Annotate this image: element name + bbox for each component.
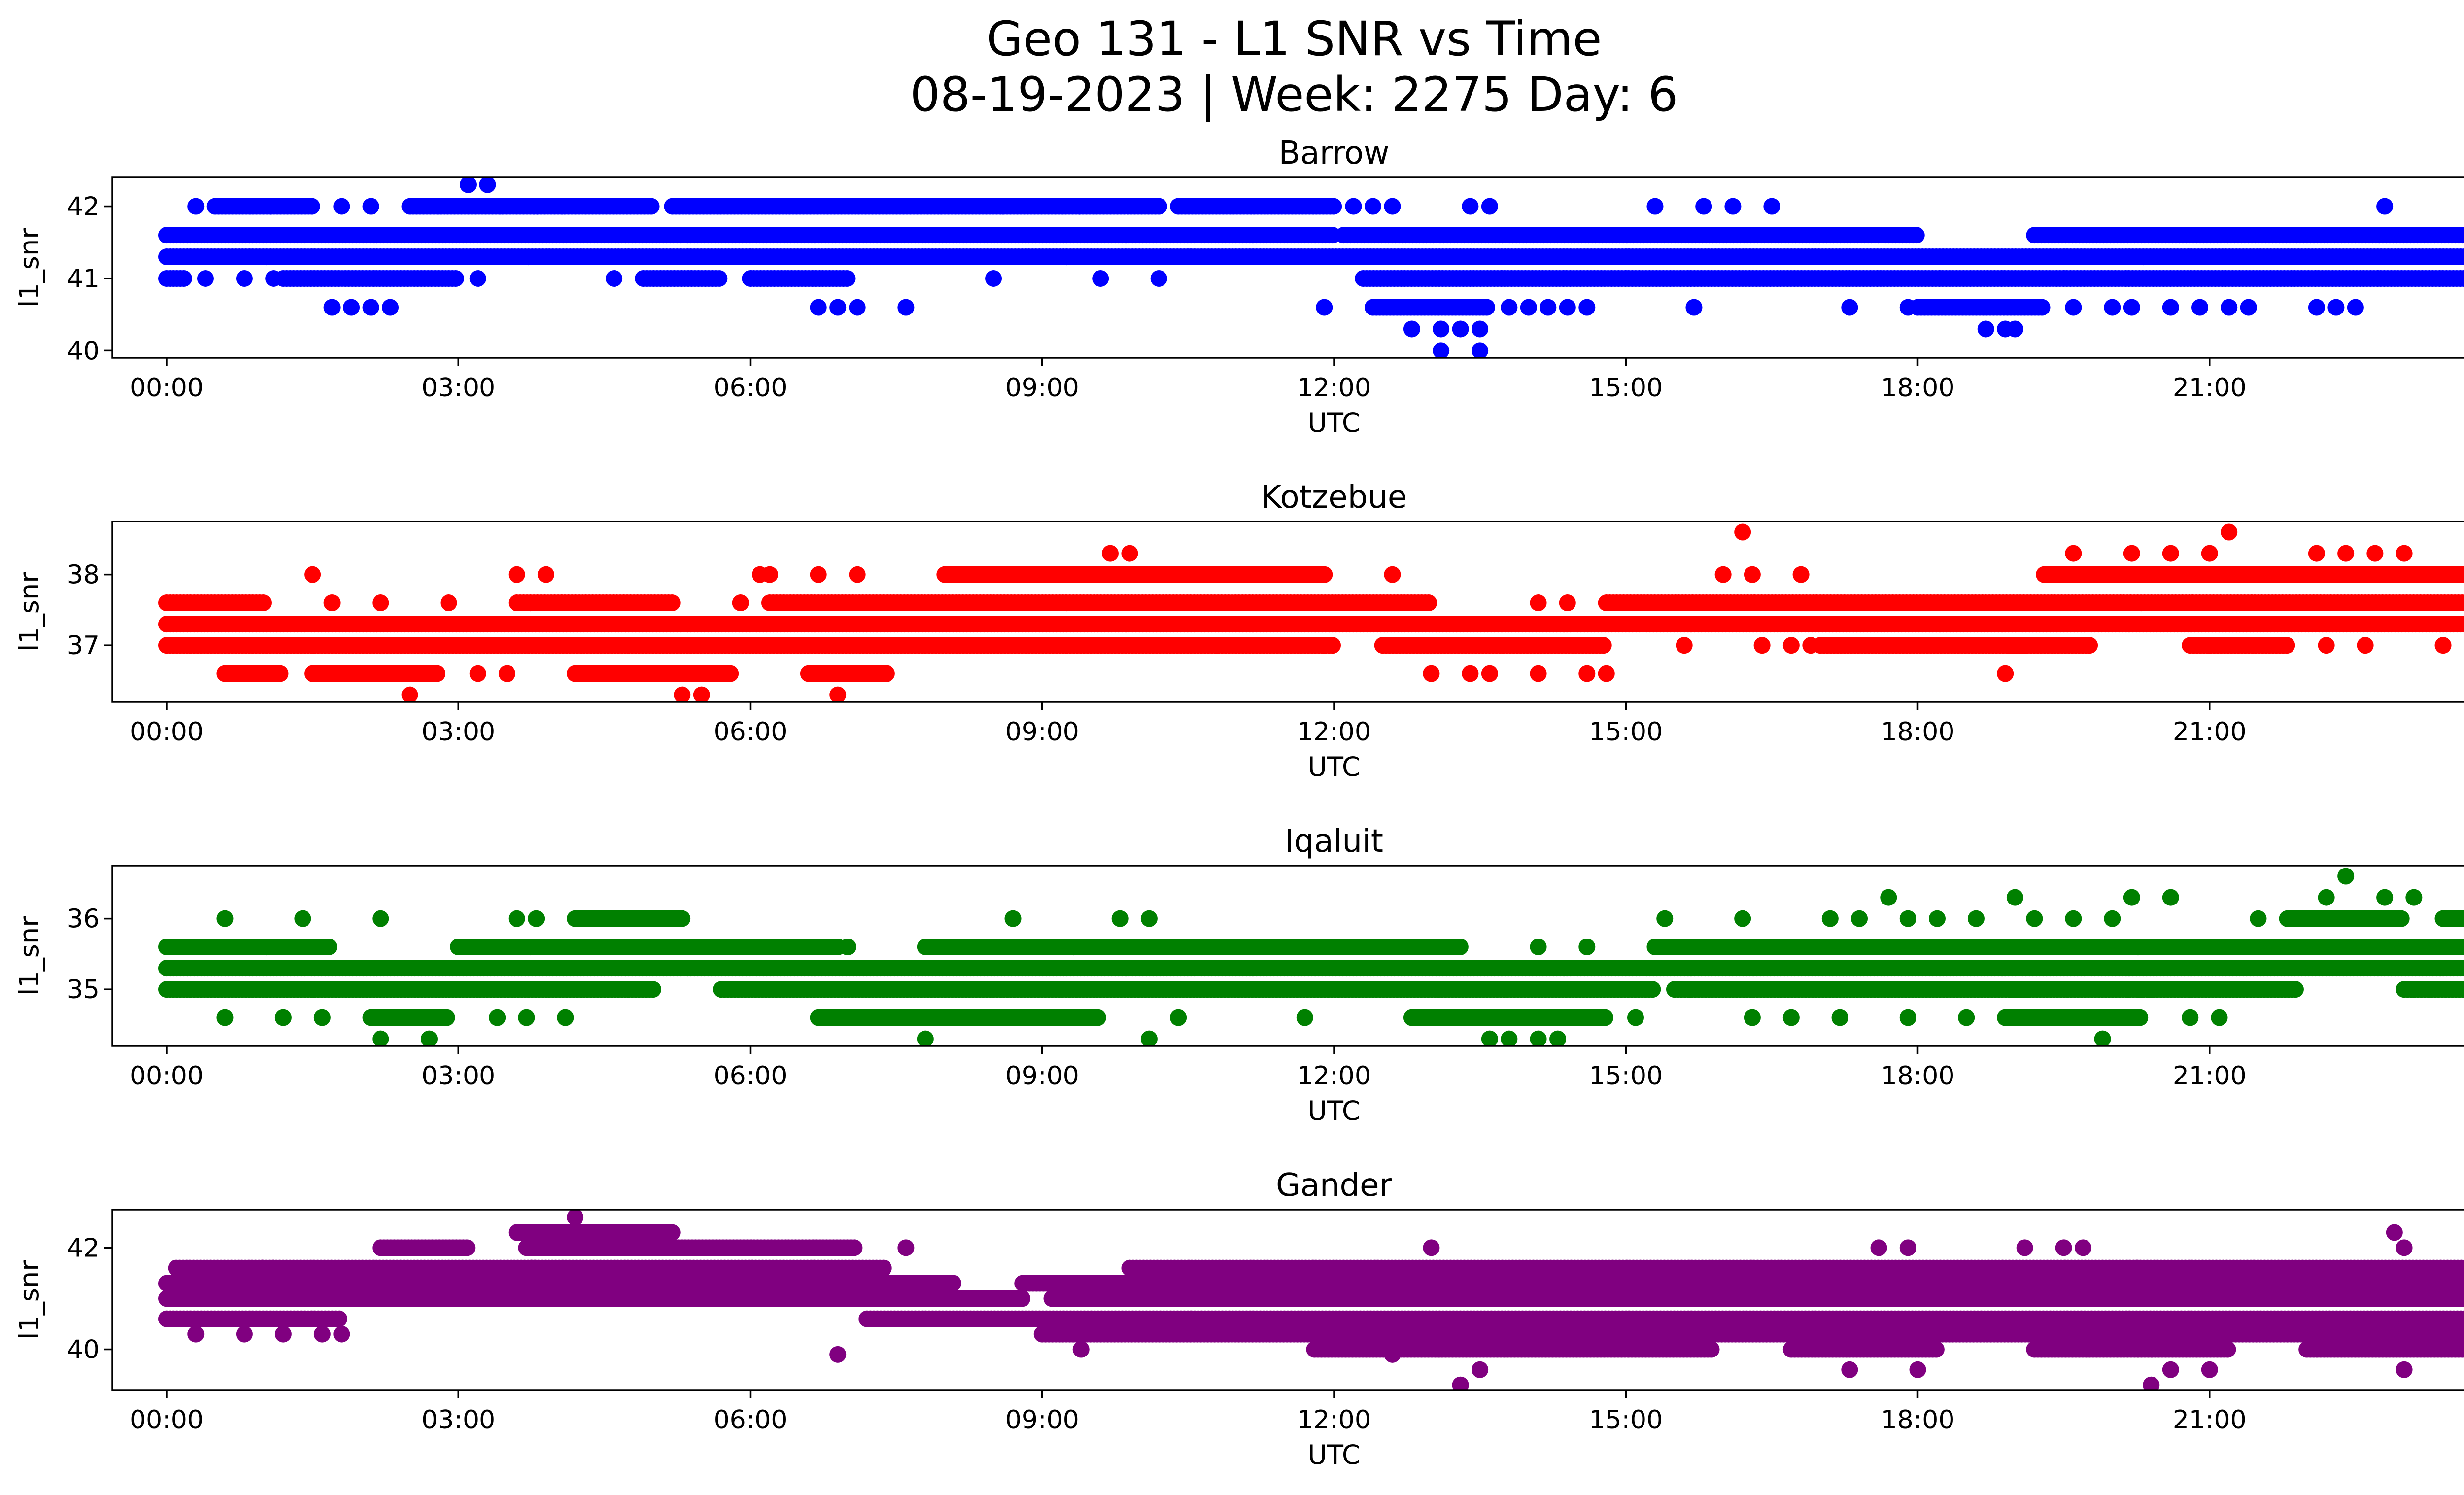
iqaluit-series-4 — [363, 1009, 2149, 1026]
gander-xtick-label: 21:00 — [2173, 1405, 2247, 1435]
subplot-gander: Gander 00:00 03:00 06:00 09:00 12:00 15:00 18:0… — [14, 1167, 2464, 1470]
subplot-container: Barrow 00:00 03:00 06:00 09:00 12:00 15:00 18:0… — [14, 135, 2464, 1470]
iqaluit-xtick-label: 06:00 — [714, 1061, 787, 1091]
kotzebue-markers — [158, 524, 2464, 703]
gander-title: Gander — [1276, 1167, 1392, 1204]
iqaluit-ylabel: l1_snr — [14, 916, 45, 996]
kotzebue-series-4 — [216, 665, 893, 682]
iqaluit-xtick-label: 00:00 — [130, 1061, 204, 1091]
gander-xtick-label: 18:00 — [1881, 1405, 1955, 1435]
kotzebue-xtick-label: 06:00 — [714, 717, 787, 747]
gander-xtick-label: 06:00 — [714, 1405, 787, 1435]
iqaluit-title: Iqaluit — [1285, 823, 1383, 860]
kotzebue-xtick-label: 00:00 — [130, 717, 204, 747]
kotzebue-xtick-label: 21:00 — [2173, 717, 2247, 747]
kotzebue-xlabel: UTC — [1307, 751, 1360, 782]
iqaluit-xtick-label: 15:00 — [1589, 1061, 1663, 1091]
barrow-xlabel: UTC — [1307, 407, 1360, 438]
barrow-xtick-label: 21:00 — [2173, 373, 2247, 403]
barrow-xtick-label: 06:00 — [714, 373, 787, 403]
gander-series-6 — [1306, 1341, 2464, 1357]
kotzebue-xtick-label: 15:00 — [1589, 717, 1663, 747]
kotzebue-xtick-label: 09:00 — [1005, 717, 1079, 747]
kotzebue-series-2 — [158, 594, 2464, 611]
barrow-xtick-label: 09:00 — [1005, 373, 1079, 403]
barrow-series-0 — [158, 248, 2464, 265]
kotzebue-xtick-label: 03:00 — [421, 717, 495, 747]
barrow-ylabel: l1_snr — [14, 228, 45, 308]
gander-ytick-label: 40 — [67, 1335, 100, 1365]
kotzebue-title: Kotzebue — [1261, 479, 1407, 516]
gander-series-0 — [158, 1290, 2464, 1307]
barrow-title: Barrow — [1279, 135, 1390, 172]
barrow-xtick-label: 00:00 — [130, 373, 204, 403]
subplot-iqaluit: Iqaluit 00:00 03:00 06:00 09:00 12:00 15:00 18:… — [14, 823, 2464, 1126]
gander-series-7 — [509, 1224, 681, 1241]
figure-title-line2: 08-19-2023 | Week: 2275 Day: 6 — [910, 67, 1678, 123]
gander-series-4 — [1034, 1326, 2464, 1343]
gander-ylabel: l1_snr — [14, 1260, 45, 1340]
barrow-series-1 — [158, 227, 2464, 243]
kotzebue-ytick-label: 38 — [67, 560, 100, 590]
iqaluit-series-1 — [158, 981, 2464, 998]
iqaluit-xtick-label: 21:00 — [2173, 1061, 2247, 1091]
barrow-ytick-label: 41 — [67, 264, 100, 294]
figure-title-line1: Geo 131 - L1 SNR vs Time — [987, 11, 1602, 67]
barrow-series-2 — [158, 270, 2464, 287]
barrow-ytick-label: 42 — [67, 192, 100, 222]
gander-xtick-label: 12:00 — [1297, 1405, 1371, 1435]
subplot-barrow: Barrow 00:00 03:00 06:00 09:00 12:00 15:00 18:0… — [14, 135, 2464, 438]
kotzebue-xtick-label: 18:00 — [1881, 717, 1955, 747]
iqaluit-xtick-label: 09:00 — [1005, 1061, 1079, 1091]
iqaluit-ytick-label: 35 — [67, 975, 100, 1005]
iqaluit-series-2 — [158, 939, 2464, 955]
gander-markers — [158, 1209, 2464, 1393]
gander-xtick-label: 00:00 — [130, 1405, 204, 1435]
gander-series-5 — [372, 1239, 862, 1256]
iqaluit-series-0 — [158, 960, 2464, 976]
kotzebue-ylabel: l1_snr — [14, 572, 45, 652]
iqaluit-ytick-label: 36 — [67, 904, 100, 934]
iqaluit-xtick-label: 18:00 — [1881, 1061, 1955, 1091]
iqaluit-markers — [158, 868, 2464, 1047]
subplot-kotzebue: Kotzebue 00:00 03:00 06:00 09:00 12:00 15:00 18… — [14, 479, 2464, 782]
gander-xtick-label: 09:00 — [1005, 1405, 1079, 1435]
iqaluit-xlabel: UTC — [1307, 1095, 1360, 1126]
gander-series-1 — [158, 1275, 2464, 1291]
gander-series-2 — [158, 1311, 2464, 1327]
iqaluit-series-3 — [567, 910, 2464, 927]
barrow-series-4 — [1365, 299, 2051, 316]
kotzebue-xtick-label: 12:00 — [1297, 717, 1371, 747]
gander-xtick-label: 15:00 — [1589, 1405, 1663, 1435]
barrow-xtick-label: 03:00 — [421, 373, 495, 403]
barrow-markers — [158, 176, 2464, 359]
kotzebue-series-0 — [158, 616, 2464, 632]
kotzebue-series-1 — [158, 637, 2295, 654]
gander-xtick-label: 03:00 — [421, 1405, 495, 1435]
gander-ytick-label: 42 — [67, 1233, 100, 1263]
gander-xlabel: UTC — [1307, 1439, 1360, 1470]
barrow-xtick-label: 18:00 — [1881, 373, 1955, 403]
iqaluit-xtick-label: 03:00 — [421, 1061, 495, 1091]
kotzebue-ytick-label: 37 — [67, 631, 100, 661]
iqaluit-xtick-label: 12:00 — [1297, 1061, 1371, 1091]
barrow-xtick-label: 12:00 — [1297, 373, 1371, 403]
barrow-xtick-label: 15:00 — [1589, 373, 1663, 403]
kotzebue-series-3 — [936, 566, 2464, 583]
kotzebue-axes-frame — [112, 522, 2464, 702]
gander-series-3 — [168, 1259, 2464, 1276]
barrow-ytick-label: 40 — [67, 336, 100, 366]
